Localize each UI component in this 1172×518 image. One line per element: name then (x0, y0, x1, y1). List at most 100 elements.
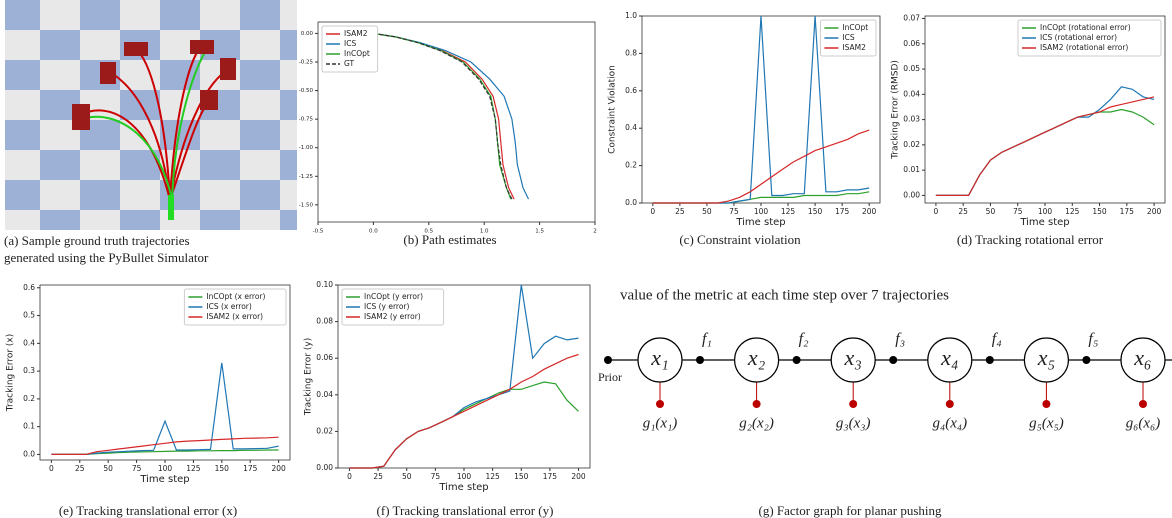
variable-node (927, 337, 973, 383)
x-tick-label: 125 (781, 207, 796, 216)
y-tick-label: 0.04 (316, 390, 333, 399)
x-tick-label: 50 (702, 207, 712, 216)
x-tick-label: 25 (675, 207, 685, 216)
x-tick-label: 0 (347, 472, 352, 481)
x-tick-label: 125 (485, 472, 500, 481)
series-line (652, 129, 870, 204)
unary-label: g₁(x₁) (643, 415, 678, 431)
legend-label: ISAM2 (842, 43, 866, 52)
caption: generated using the PyBullet Simulator (4, 250, 209, 265)
x-tick-label: 200 (862, 207, 877, 216)
series-line (373, 32, 513, 200)
y-tick-label: 0.0 (23, 449, 35, 458)
legend-label: ICS (x error) (206, 302, 251, 311)
series-line (51, 362, 279, 455)
prior-label: Prior (598, 370, 622, 384)
x-tick-label: 175 (243, 464, 258, 473)
node-label: x₄ (940, 345, 958, 370)
y-tick-label: 0.10 (316, 280, 333, 289)
x-tick-label: 125 (1065, 207, 1080, 216)
legend-label: ISAM2 (y error) (364, 312, 421, 321)
legend-box (321, 25, 379, 73)
y-tick-label: 0.03 (903, 115, 920, 124)
legend-label: InCOpt (842, 23, 868, 32)
x-tick-label: 2 (593, 229, 597, 235)
x-axis-label: Time step (139, 474, 189, 485)
legend-box (1017, 19, 1162, 57)
series-line (373, 32, 512, 200)
y-tick-label: 0.08 (316, 317, 333, 326)
y-tick-label: 0.6 (23, 283, 35, 292)
x-tick-label: 100 (158, 464, 173, 473)
node-label: x₂ (747, 345, 766, 370)
x-tick-label: 175 (1120, 207, 1135, 216)
y-tick-label: 0.00 (903, 190, 920, 199)
caption: (e) Tracking translational error (x) (59, 503, 237, 518)
factor-label: f₅ (1088, 331, 1098, 348)
x-tick-label: 50 (986, 207, 996, 216)
variable-node (733, 337, 780, 383)
variable-node (1120, 337, 1166, 383)
y-tick-label: 0.6 (625, 86, 637, 95)
legend-label: InCOpt (rotational error) (1040, 23, 1131, 32)
factor-label: f₁ (702, 331, 712, 348)
y-tick-label: -1.00 (299, 145, 314, 151)
series-line (935, 108, 1155, 196)
legend-label: GT (344, 59, 355, 68)
legend-box (819, 19, 877, 57)
factor-label: f₂ (799, 331, 809, 348)
series-line (935, 86, 1155, 196)
series-line (51, 436, 279, 455)
unary-factor (849, 400, 858, 408)
y-tick-label: 0.2 (625, 161, 637, 170)
factor-label: f₃ (895, 331, 905, 348)
x-tick-label: 75 (132, 464, 142, 473)
y-tick-label: 0.05 (903, 64, 920, 73)
factor-label: f₄ (992, 331, 1002, 348)
caption: (d) Tracking rotational error (957, 232, 1104, 247)
y-tick-label: 0.02 (316, 426, 333, 435)
node-label: x₆ (1133, 345, 1151, 370)
legend-label: InCOpt (x error) (206, 292, 265, 301)
factor (889, 356, 898, 364)
x-tick-label: 150 (215, 464, 230, 473)
y-tick-label: 0.00 (316, 463, 333, 472)
x-tick-label: 75 (729, 207, 739, 216)
legend-label: ISAM2 (x error) (206, 312, 263, 321)
legend-label: ICS (344, 39, 356, 48)
y-tick-label: 0.5 (23, 311, 35, 320)
unary-label: g₂(x₂) (739, 415, 774, 431)
x-tick-label: 150 (808, 207, 823, 216)
x-tick-label: 175 (543, 472, 558, 481)
node-label: x₁ (650, 345, 668, 370)
x-tick-label: 50 (402, 472, 412, 481)
variable-node (830, 337, 876, 383)
y-axis-label: Tracking Error (RMSD) (891, 60, 901, 160)
y-tick-label: 0.06 (903, 39, 920, 48)
node-label: x₅ (1037, 345, 1055, 370)
series-line (373, 32, 515, 200)
x-tick-label: 200 (571, 472, 586, 481)
x-tick-label: 100 (457, 472, 472, 481)
x-tick-label: 100 (754, 207, 769, 216)
y-tick-label: 0.2 (23, 394, 35, 403)
x-tick-label: 50 (103, 464, 113, 473)
y-tick-label: 0.07 (903, 14, 920, 23)
series-line (51, 449, 279, 455)
x-tick-label: 25 (75, 464, 85, 473)
y-tick-label: 0.3 (23, 366, 35, 375)
unary-factor (752, 400, 761, 408)
prior-factor (604, 356, 612, 364)
y-tick-label: -0.75 (299, 117, 314, 123)
x-tick-label: 75 (1013, 207, 1023, 216)
x-tick-label: 1.5 (535, 229, 544, 235)
x-tick-label: 125 (186, 464, 201, 473)
caption: (g) Factor graph for planar pushing (758, 503, 942, 518)
y-tick-label: -1.50 (299, 202, 314, 208)
y-tick-label: -0.50 (299, 88, 314, 94)
series-line (652, 191, 870, 204)
x-axis-label: Time step (1019, 217, 1069, 228)
x-tick-label: 200 (271, 464, 286, 473)
unary-label: g₄(x₄) (933, 415, 968, 431)
y-tick-label: -1.25 (299, 174, 314, 180)
